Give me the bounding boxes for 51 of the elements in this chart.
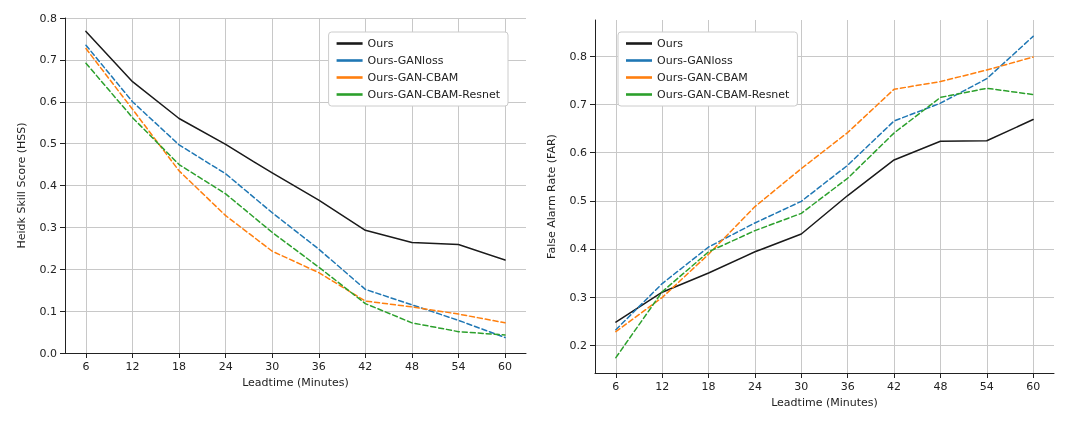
x-tick-label: 6: [82, 360, 90, 373]
y-axis-title: Heidk Skill Score (HSS): [15, 122, 28, 249]
x-tick-label: 6: [612, 380, 620, 393]
x-tick-label: 18: [172, 360, 187, 373]
x-tick-label: 60: [1026, 380, 1041, 393]
y-tick-label: 0.8: [569, 50, 587, 64]
x-tick-label: 54: [979, 380, 994, 393]
x-tick-label: 48: [404, 360, 419, 373]
y-tick-label: 0.3: [39, 220, 57, 234]
line-series: [615, 118, 1034, 323]
legend-label: Ours-GAN-CBAM-Resnet: [657, 88, 791, 101]
y-tick-label: 0.4: [39, 179, 57, 192]
y-tick-label: 0.3: [569, 290, 587, 304]
y-tick-label: 0.5: [39, 137, 57, 151]
x-tick-label: 24: [747, 380, 762, 393]
y-tick-label: 0.8: [39, 11, 57, 25]
y-tick-label: 0.5: [569, 194, 587, 208]
x-tick-label: 12: [125, 360, 140, 373]
legend-label: Ours-GAN-CBAM: [367, 71, 459, 84]
x-axis-title: Leadtime (Minutes): [242, 376, 349, 389]
x-tick-label: 36: [840, 380, 855, 393]
y-axis-title: False Alarm Rate (FAR): [545, 134, 558, 259]
y-tick-label: 0.4: [569, 242, 587, 256]
x-tick-label: 60: [498, 360, 513, 373]
x-tick-label: 30: [265, 360, 280, 373]
y-tick-label: 0.1: [39, 304, 57, 318]
line-series: [85, 30, 506, 261]
y-tick-label: 0.6: [569, 146, 587, 160]
x-tick-label: 54: [451, 360, 466, 373]
x-tick-label: 18: [701, 380, 716, 393]
legend-label: Ours: [367, 37, 394, 50]
x-tick-label: 30: [794, 380, 809, 393]
line-series: [615, 87, 1034, 359]
x-tick-label: 12: [655, 380, 670, 393]
y-tick-label: 0.0: [39, 346, 57, 360]
legend-label: Ours-GAN-CBAM: [657, 71, 748, 84]
x-tick-label: 48: [933, 380, 948, 393]
y-tick-label: 0.2: [39, 262, 57, 276]
y-tick-label: 0.7: [569, 98, 587, 112]
x-tick-label: 42: [887, 380, 902, 393]
x-tick-label: 36: [311, 360, 326, 373]
legend-label: Ours: [657, 37, 684, 50]
legend-label: Ours-GANloss: [657, 54, 734, 67]
x-tick-label: 42: [358, 360, 373, 373]
x-axis-title: Leadtime (Minutes): [771, 396, 878, 409]
legend-label: Ours-GANloss: [367, 54, 444, 67]
x-tick-label: 24: [218, 360, 233, 373]
y-tick-label: 0.6: [39, 95, 57, 109]
legend-label: Ours-GAN-CBAM-Resnet: [367, 88, 501, 101]
y-tick-label: 0.7: [39, 53, 57, 67]
y-tick-label: 0.2: [569, 338, 587, 352]
